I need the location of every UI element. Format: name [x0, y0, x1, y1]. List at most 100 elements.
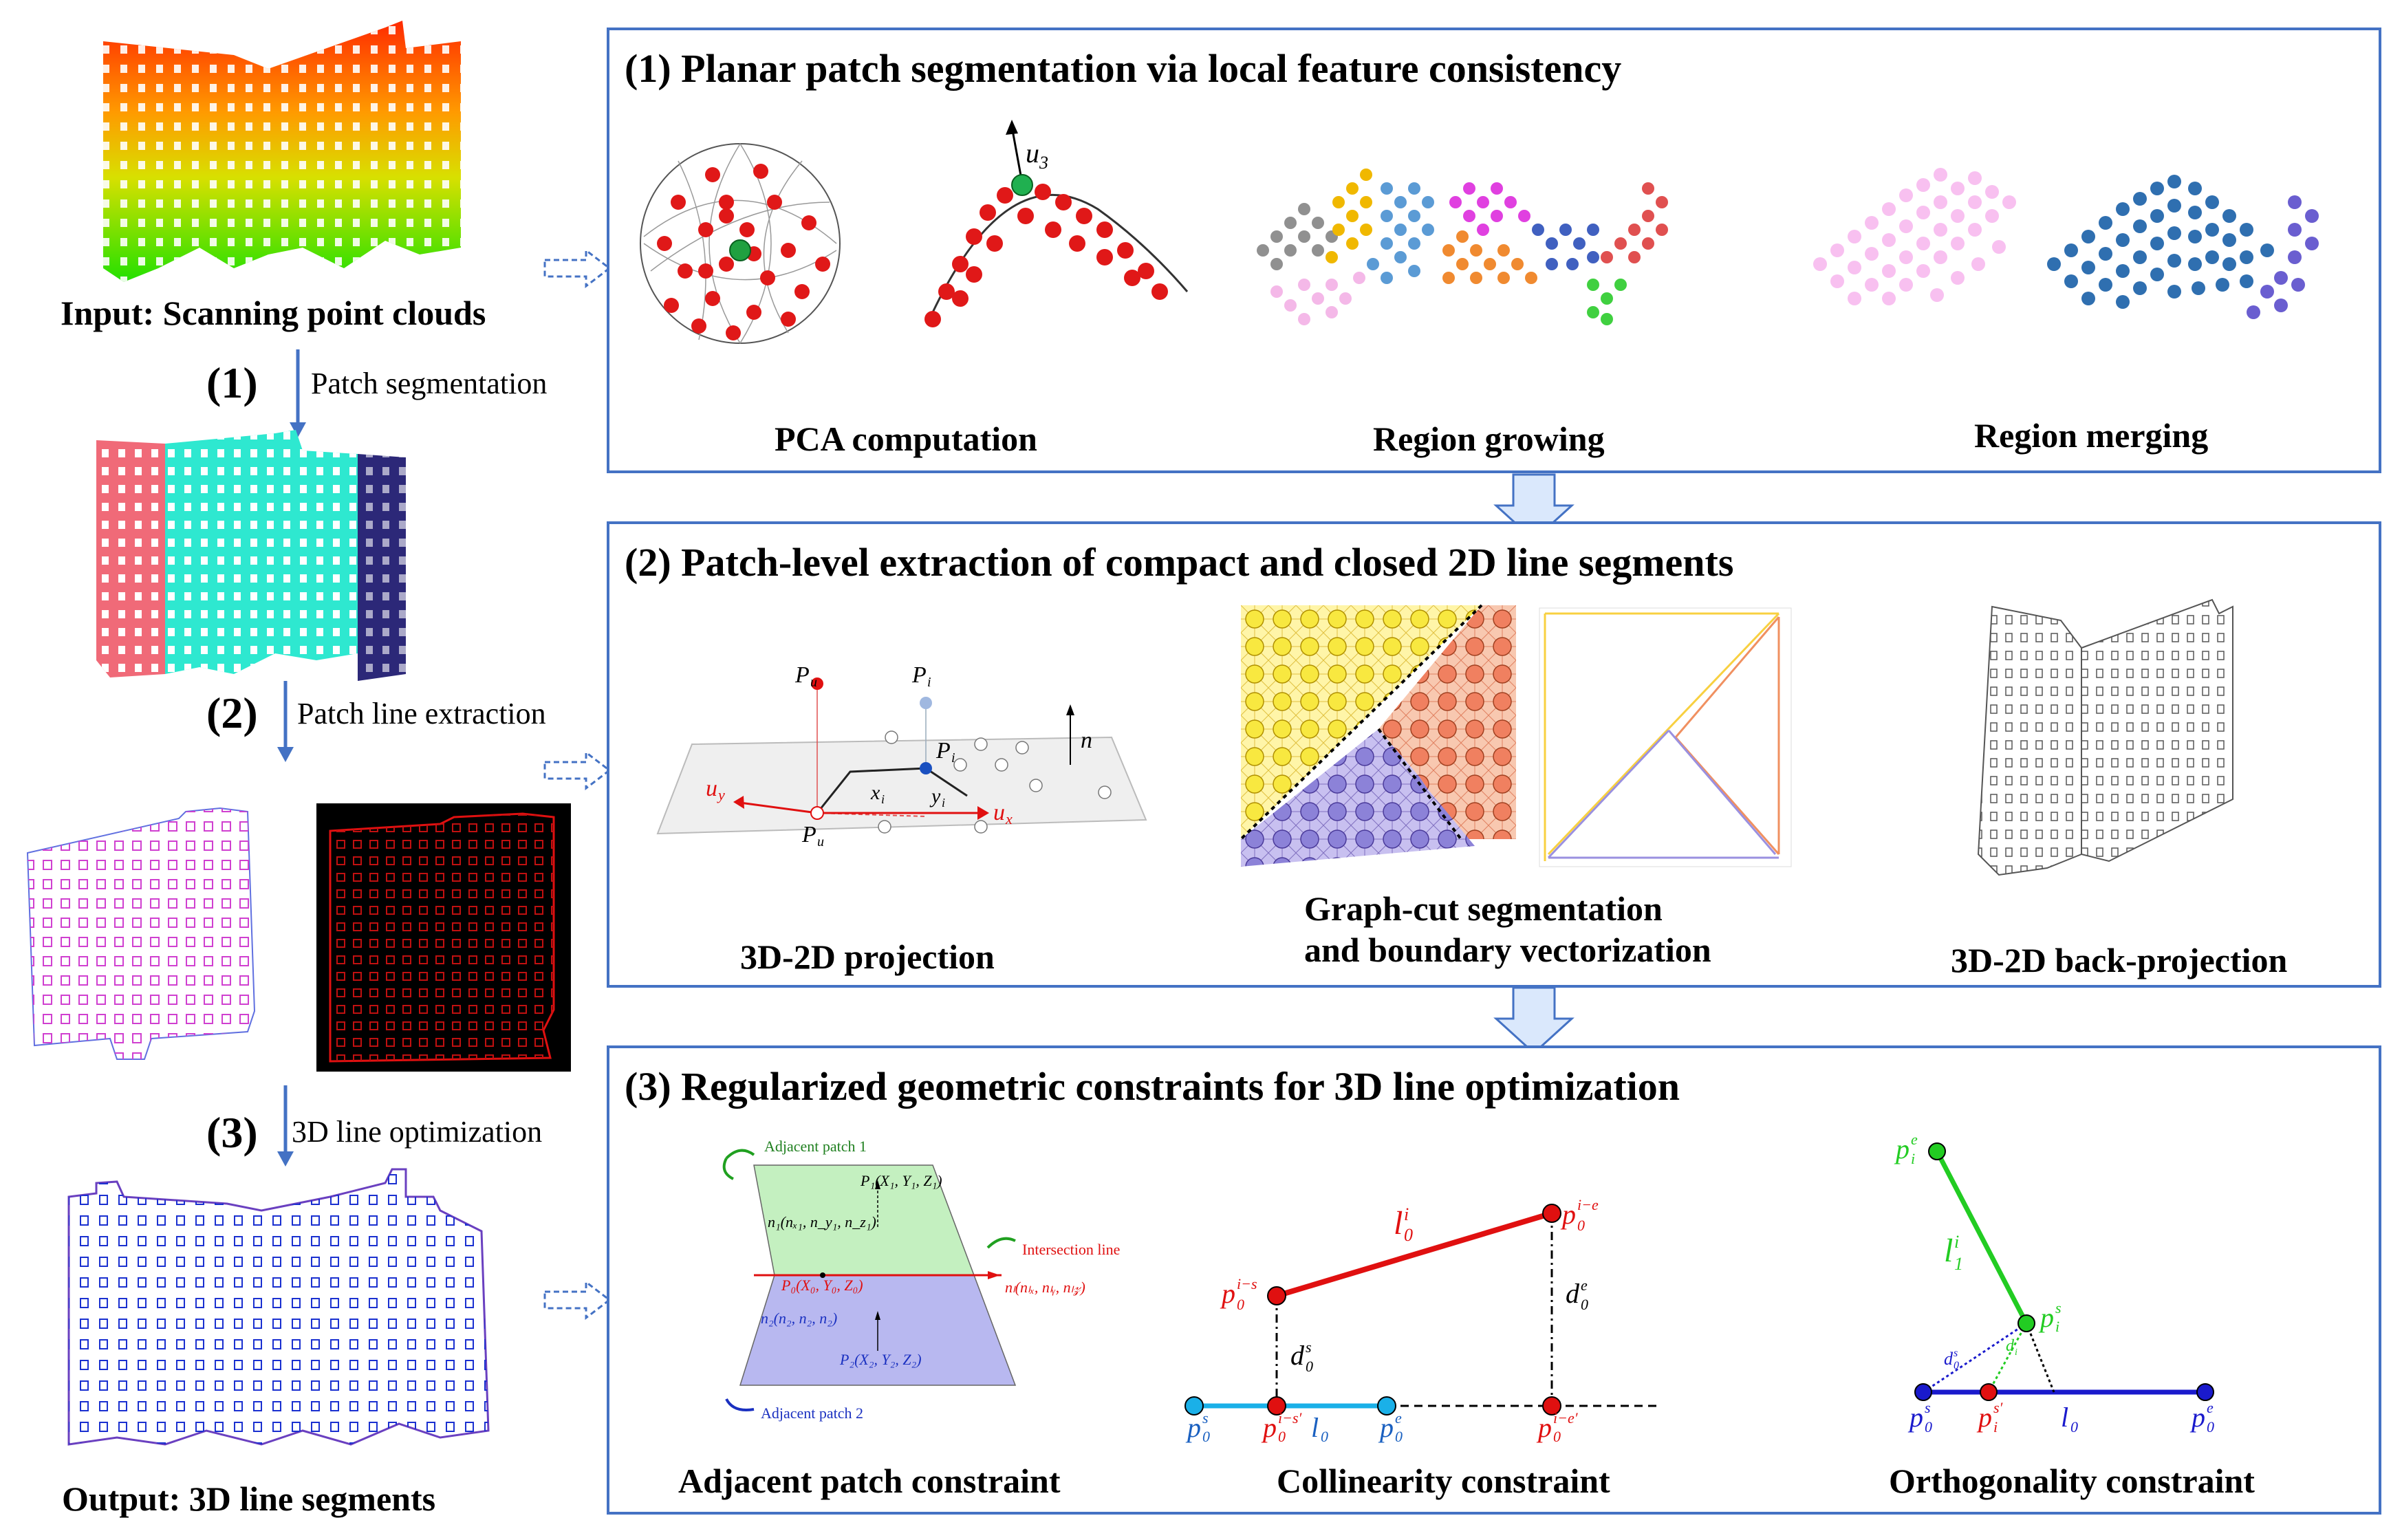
patch-lines-color-image	[26, 807, 256, 1060]
back-projection-figure	[1977, 598, 2233, 876]
svg-text:i: i	[951, 750, 955, 766]
svg-text:0: 0	[1954, 1360, 1959, 1371]
svg-text:s′: s′	[1993, 1399, 2004, 1416]
svg-text:p: p	[1378, 1412, 1394, 1443]
svg-text:u: u	[817, 834, 824, 849]
adj-patch2-label: Adjacent patch 2	[761, 1405, 863, 1422]
svg-text:0: 0	[1577, 1217, 1585, 1234]
svg-text:p: p	[1560, 1199, 1576, 1230]
caption-region-merging: Region merging	[1974, 416, 2209, 455]
svg-text:s: s	[1202, 1409, 1209, 1427]
svg-text:p: p	[1894, 1134, 1909, 1164]
panel-line-extraction: (2) Patch-level extraction of compact an…	[607, 521, 2381, 988]
svg-text:P: P	[794, 662, 810, 688]
adj-n1-label: n₁(nₓ₁, n_y₁, n_z₁)	[768, 1213, 876, 1230]
svg-text:p: p	[1185, 1412, 1201, 1443]
adj-n2-label: n₂(n₂, n₂, n₂)	[761, 1310, 837, 1327]
svg-text:s: s	[1306, 1338, 1312, 1356]
collinearity-figure: l 0 i p 0 i−e p 0 i−s d 0 s d 0 e p 0 s …	[1184, 1196, 1662, 1445]
input-label: Input: Scanning point clouds	[61, 294, 486, 332]
svg-text:u: u	[810, 675, 817, 690]
svg-text:0: 0	[1321, 1428, 1328, 1445]
u3-axis-label: u3	[1026, 137, 1048, 173]
svg-text:i: i	[1993, 1418, 1998, 1435]
step1-text: Patch segmentation	[311, 367, 548, 400]
svg-text:i−s: i−s	[1237, 1275, 1257, 1292]
svg-text:0: 0	[2207, 1418, 2214, 1435]
svg-text:e: e	[1395, 1409, 1402, 1427]
svg-text:d: d	[2006, 1337, 2015, 1355]
caption-back-projection: 3D-2D back-projection	[1951, 941, 2288, 979]
svg-text:p: p	[1261, 1412, 1277, 1443]
svg-text:i−e′: i−e′	[1553, 1409, 1579, 1427]
patch-lines-dark-image	[316, 803, 571, 1072]
output-label: Output: 3D line segments	[62, 1479, 436, 1518]
adj-p0-label: P₀(X₀, Y₀, Z₀)	[781, 1277, 863, 1294]
boundary-vectorization-figure	[1539, 607, 1792, 867]
svg-text:0: 0	[1202, 1428, 1210, 1445]
connector-arrow-3	[543, 1279, 612, 1321]
u3-axis-letter: u	[1026, 138, 1039, 169]
panel3-title: (3) Regularized geometric constraints fo…	[625, 1064, 1680, 1109]
svg-text:u: u	[706, 776, 717, 801]
pca-sphere-figure	[640, 143, 841, 344]
region-merging-figure	[1813, 168, 2319, 319]
svg-text:x: x	[1005, 810, 1013, 827]
svg-text:i: i	[1954, 1232, 1959, 1252]
svg-text:0: 0	[1553, 1428, 1561, 1445]
svg-text:p: p	[1220, 1278, 1235, 1309]
u3-axis-sub: 3	[1039, 153, 1048, 173]
caption-graph-cut-line1: Graph-cut segmentation	[1304, 889, 1663, 928]
step3-arrow	[277, 1085, 294, 1167]
svg-text:s: s	[1925, 1399, 1931, 1416]
orthogonality-figure: p i e l 1 i p i s d 0 s d i p 0 s p i s′…	[1894, 1131, 2214, 1435]
adj-intersection-label: Intersection line	[1022, 1241, 1120, 1258]
adj-p1-label: P₁(X₁, Y₁, Z₁)	[860, 1172, 942, 1189]
svg-text:l: l	[1394, 1205, 1403, 1241]
svg-text:d: d	[1944, 1349, 1954, 1369]
svg-text:e: e	[1911, 1131, 1918, 1148]
caption-orthogonality: Orthogonality constraint	[1889, 1462, 2255, 1500]
caption-pca: PCA computation	[775, 420, 1037, 458]
step2-number: (2)	[206, 688, 258, 737]
panel-3d-optimization: (3) Regularized geometric constraints fo…	[607, 1045, 2381, 1515]
svg-text:0: 0	[1237, 1296, 1244, 1313]
svg-text:0: 0	[1306, 1358, 1313, 1375]
svg-text:y: y	[717, 786, 725, 803]
step2-arrow	[277, 681, 294, 762]
caption-projection: 3D-2D projection	[740, 937, 995, 976]
projection-figure: P u P i P i x i y i P u u y u x n	[656, 662, 1147, 849]
svg-text:P: P	[801, 822, 816, 847]
svg-text:i: i	[1404, 1204, 1409, 1224]
segmented-patches-image	[96, 430, 406, 681]
panel2-title: (2) Patch-level extraction of compact an…	[625, 540, 1734, 585]
graph-cut-grid-figure	[1240, 604, 1516, 867]
svg-text:d: d	[1290, 1340, 1305, 1371]
adjacent-patch-figure: Adjacent patch 1 Intersection line P₁(X₁…	[722, 1138, 1120, 1422]
svg-text:i: i	[2055, 1318, 2059, 1335]
svg-text:P: P	[911, 662, 927, 688]
connector-arrow-2	[543, 750, 612, 791]
svg-text:s: s	[2055, 1299, 2062, 1316]
step2-text: Patch line extraction	[297, 697, 546, 730]
caption-adjacent: Adjacent patch constraint	[678, 1462, 1061, 1500]
caption-region-growing: Region growing	[1373, 420, 1605, 458]
svg-text:i−e: i−e	[1577, 1196, 1599, 1213]
down-arrow-2	[1493, 986, 1575, 1055]
svg-text:1: 1	[1954, 1254, 1963, 1274]
svg-text:i: i	[942, 796, 945, 810]
svg-text:p: p	[2038, 1302, 2054, 1333]
svg-text:0: 0	[1395, 1428, 1403, 1445]
step3-text: 3D line optimization	[292, 1115, 543, 1149]
svg-text:p: p	[1536, 1412, 1552, 1443]
region-growing-figure	[1257, 169, 1668, 325]
svg-text:P: P	[935, 738, 951, 763]
svg-text:0: 0	[2070, 1418, 2078, 1435]
svg-text:s: s	[1954, 1347, 1958, 1359]
svg-text:u: u	[993, 800, 1005, 825]
svg-text:l: l	[1944, 1233, 1953, 1269]
adj-p2-label: P₂(X₂, Y₂, Z₂)	[839, 1351, 922, 1368]
output-line-segments-image	[67, 1168, 490, 1446]
svg-text:x: x	[870, 781, 880, 804]
svg-text:0: 0	[1925, 1418, 1932, 1435]
